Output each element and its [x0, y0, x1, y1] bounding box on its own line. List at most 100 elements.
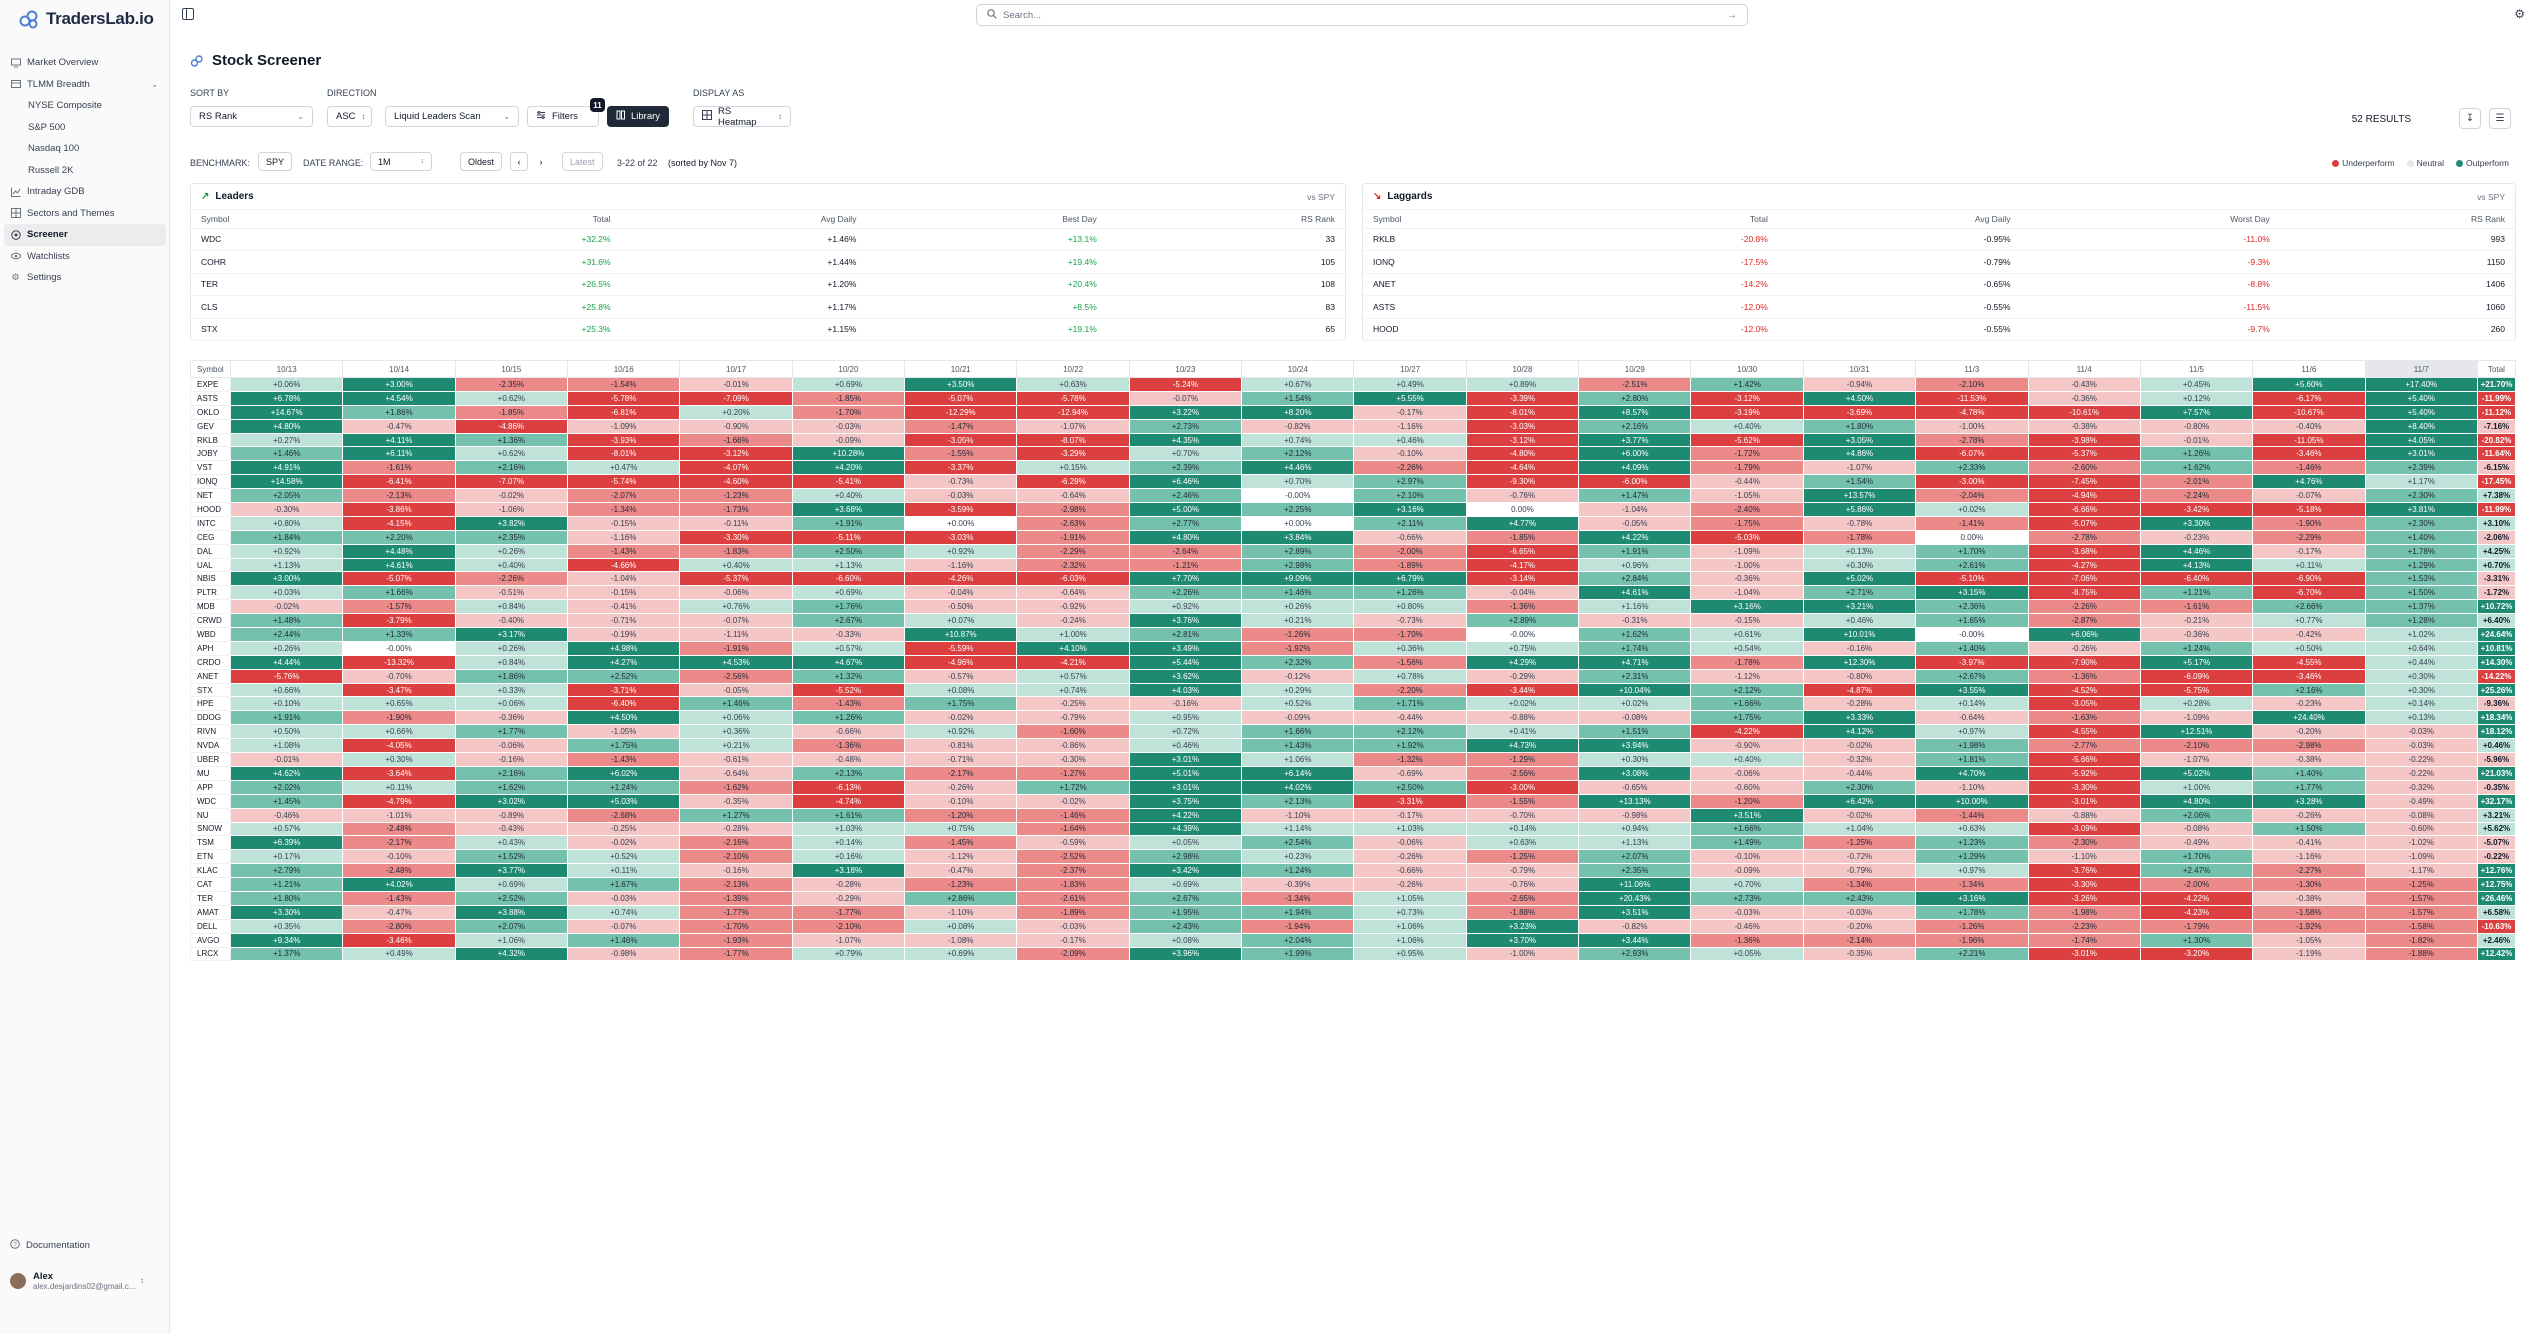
heatmap-symbol[interactable]: MDB — [190, 599, 231, 615]
heatmap-row[interactable]: EXPE +0.06% +3.00% -2.35% -1.54% -0.01% +0.69%… — [190, 377, 2516, 392]
column-header[interactable]: Worst Day — [2020, 210, 2280, 229]
sidebar-item-watchlists[interactable]: Watchlists — [0, 246, 170, 268]
heatmap-symbol[interactable]: OKLO — [190, 404, 231, 420]
heatmap-row[interactable]: KLAC +2.79% -2.48% +3.77% +0.11% -0.16% +3.18%… — [190, 863, 2516, 879]
heatmap-symbol[interactable]: VST — [190, 460, 231, 476]
column-header-date[interactable]: 11/4 — [2027, 360, 2141, 378]
chevron-down-icon[interactable]: ⌄ — [151, 79, 158, 89]
heatmap-symbol[interactable]: PLTR — [190, 585, 231, 601]
column-header-date[interactable]: 10/28 — [1465, 360, 1580, 378]
heatmap-symbol[interactable]: EXPE — [190, 377, 231, 392]
heatmap-symbol[interactable]: TER — [190, 890, 231, 906]
sidebar-item-tlmm-breadth[interactable]: TLMM Breadth ⌄ — [0, 74, 170, 96]
filters-button[interactable]: Filters — [527, 106, 599, 127]
heatmap-symbol[interactable]: WBD — [190, 627, 231, 642]
heatmap-row[interactable]: CAT +1.21% +4.02% +0.69% +1.67% -2.13% -0.28% -… — [190, 877, 2516, 892]
table-row[interactable]: COHR +31.6% +1.44% +19.4% 105 — [191, 250, 1345, 274]
sort-by-select[interactable]: RS Rank ⌄ — [190, 106, 313, 127]
column-header[interactable]: Symbol — [1363, 210, 1574, 229]
column-header[interactable]: Avg Daily — [620, 210, 867, 229]
heatmap-symbol[interactable]: UAL — [190, 557, 231, 573]
heatmap-symbol[interactable]: NU — [190, 807, 231, 823]
arrow-right-icon[interactable]: → — [1727, 9, 1737, 21]
heatmap-row[interactable]: CRDO +4.44% -13.32% +0.84% +4.27% +4.53% +4.67… — [190, 654, 2516, 670]
sidebar-item-sectors-themes[interactable]: Sectors and Themes — [0, 203, 170, 225]
table-row[interactable]: RKLB -20.8% -0.95% -11.0% 993 — [1363, 228, 2515, 251]
heatmap-symbol[interactable]: NVDA — [190, 738, 231, 754]
table-row[interactable]: TER +26.5% +1.20% +20.4% 108 — [191, 273, 1345, 296]
heatmap-symbol[interactable]: SNOW — [190, 821, 231, 837]
heatmap-row[interactable]: MDB -0.02% -1.57% +0.84% -0.41% +0.76% +1.76% -… — [190, 599, 2516, 615]
heatmap-symbol[interactable]: LRCX — [190, 946, 231, 962]
table-row[interactable]: WDC +32.2% +1.46% +13.1% 33 — [191, 228, 1345, 251]
heatmap-symbol[interactable]: APP — [190, 779, 231, 795]
heatmap-symbol[interactable]: DELL — [190, 918, 231, 934]
latest-button[interactable]: Latest — [562, 152, 603, 171]
heatmap-row[interactable]: NVDA +1.08% -4.05% -0.06% +1.75% +0.21% -1.36%… — [190, 738, 2516, 754]
column-header-date[interactable]: 10/31 — [1802, 360, 1917, 378]
heatmap-symbol[interactable]: CAT — [190, 877, 231, 892]
sidebar-item-russell2k[interactable]: Russell 2K — [0, 160, 170, 182]
prev-button[interactable]: ‹ — [510, 152, 528, 171]
sidebar-item-settings[interactable]: ⚙ Settings — [0, 267, 170, 289]
heatmap-symbol[interactable]: NBIS — [190, 571, 231, 587]
column-header-date[interactable]: 11/7 — [2364, 360, 2479, 378]
column-header[interactable]: Total — [1573, 210, 1778, 229]
heatmap-symbol[interactable]: IONQ — [190, 474, 231, 490]
heatmap-row[interactable]: NU -0.46% -1.01% -0.89% -2.68% +1.27% +1.61% -1… — [190, 807, 2516, 823]
heatmap-symbol[interactable]: RIVN — [190, 724, 231, 740]
heatmap-row[interactable]: SNOW +0.57% -2.48% -0.43% -0.25% -0.28% +1.03%… — [190, 821, 2516, 837]
heatmap-row[interactable]: TER +1.80% -1.43% +2.52% -0.03% -1.39% -0.29% +… — [190, 890, 2516, 906]
settings-icon[interactable]: ⚙ — [2514, 7, 2525, 21]
heatmap-row[interactable]: JOBY +1.46% +6.11% +0.62% -8.01% -3.12% +10.28… — [190, 446, 2516, 462]
heatmap-symbol[interactable]: ETN — [190, 849, 231, 865]
heatmap-symbol[interactable]: DDOG — [190, 710, 231, 726]
sidebar-toggle-icon[interactable] — [182, 8, 194, 20]
sidebar-item-market-overview[interactable]: Market Overview — [0, 52, 170, 74]
oldest-button[interactable]: Oldest — [460, 152, 503, 171]
columns-button[interactable]: ☰ — [2489, 108, 2511, 129]
heatmap-symbol[interactable]: STX — [190, 682, 231, 698]
heatmap-symbol[interactable]: HPE — [190, 696, 231, 712]
heatmap-row[interactable]: CEG +1.84% +2.20% +2.35% -1.16% -3.30% -5.11% -… — [190, 529, 2516, 545]
heatmap-row[interactable]: AMAT +3.30% -0.47% +3.88% +0.74% -1.77% -1.77%… — [190, 904, 2516, 920]
heatmap-symbol[interactable]: JOBY — [190, 446, 231, 462]
heatmap-row[interactable]: ANET -5.76% -0.70% +1.86% +2.52% -2.56% +1.32%… — [190, 668, 2516, 684]
heatmap-row[interactable]: STX +0.66% -3.47% +0.33% -3.71% -0.05% -5.52% +… — [190, 682, 2516, 698]
heatmap-symbol[interactable]: CRDO — [190, 654, 231, 670]
heatmap-symbol[interactable]: UBER — [190, 752, 231, 767]
heatmap-symbol[interactable]: ANET — [190, 668, 231, 684]
column-header-date[interactable]: 10/15 — [454, 360, 569, 378]
display-as-select[interactable]: RS Heatmap ↕ — [693, 106, 791, 128]
heatmap-symbol[interactable]: AVGO — [190, 932, 231, 948]
heatmap-row[interactable]: GEV +4.80% -0.47% -4.86% -1.09% -0.90% -0.03% -… — [190, 418, 2516, 434]
documentation-link[interactable]: ? Documentation — [10, 1239, 90, 1252]
heatmap-row[interactable]: HOOD -0.30% -3.86% -1.06% -1.34% -1.73% +3.68%… — [190, 502, 2516, 517]
download-button[interactable]: ↧ — [2459, 108, 2481, 129]
heatmap-row[interactable]: AVGO +9.34% -3.46% +1.06% +1.46% -1.93% -1.07%… — [190, 932, 2516, 948]
heatmap-row[interactable]: APP +2.02% +0.11% +1.62% +1.24% -1.62% -6.13% -… — [190, 779, 2516, 795]
column-header-date[interactable]: 11/5 — [2139, 360, 2254, 378]
heatmap-symbol[interactable]: APH — [190, 640, 231, 656]
sidebar-item-nyse-composite[interactable]: NYSE Composite — [0, 95, 170, 117]
sidebar-item-sp500[interactable]: S&P 500 — [0, 117, 170, 139]
heatmap-row[interactable]: RIVN +0.50% +0.66% +1.77% -1.05% +0.36% -0.66%… — [190, 724, 2516, 740]
library-button[interactable]: Library — [607, 106, 670, 127]
column-header-date[interactable]: 10/21 — [904, 360, 1018, 378]
column-header-date[interactable]: 10/14 — [342, 360, 456, 378]
heatmap-symbol[interactable]: RKLB — [190, 432, 231, 448]
heatmap-row[interactable]: WBD +2.44% +1.33% +3.17% -0.19% -1.11% -0.33% +… — [190, 627, 2516, 642]
search-bar[interactable]: → — [976, 4, 1748, 26]
heatmap-row[interactable]: LRCX +1.37% +0.49% +4.32% -0.98% -1.77% +0.79%… — [190, 946, 2516, 962]
heatmap-symbol[interactable]: HOOD — [190, 502, 231, 517]
heatmap-row[interactable]: ETN +0.17% -0.10% +1.52% +0.52% -2.10% +0.16% -… — [190, 849, 2516, 865]
column-header-total[interactable]: Total — [2477, 360, 2516, 378]
next-button[interactable]: › — [532, 152, 550, 171]
heatmap-row[interactable]: OKLO +14.67% +1.86% -1.85% -6.81% +0.20% -1.70… — [190, 404, 2516, 420]
date-range-select[interactable]: 1M ↕ — [370, 152, 432, 171]
column-header-date[interactable]: 10/17 — [679, 360, 793, 378]
table-row[interactable]: ASTS -12.0% -0.55% -11.5% 1060 — [1363, 295, 2515, 319]
table-row[interactable]: CLS +25.8% +1.17% +8.5% 83 — [191, 295, 1345, 319]
column-header[interactable]: RS Rank — [2279, 210, 2515, 229]
heatmap-symbol[interactable]: DAL — [190, 543, 231, 559]
